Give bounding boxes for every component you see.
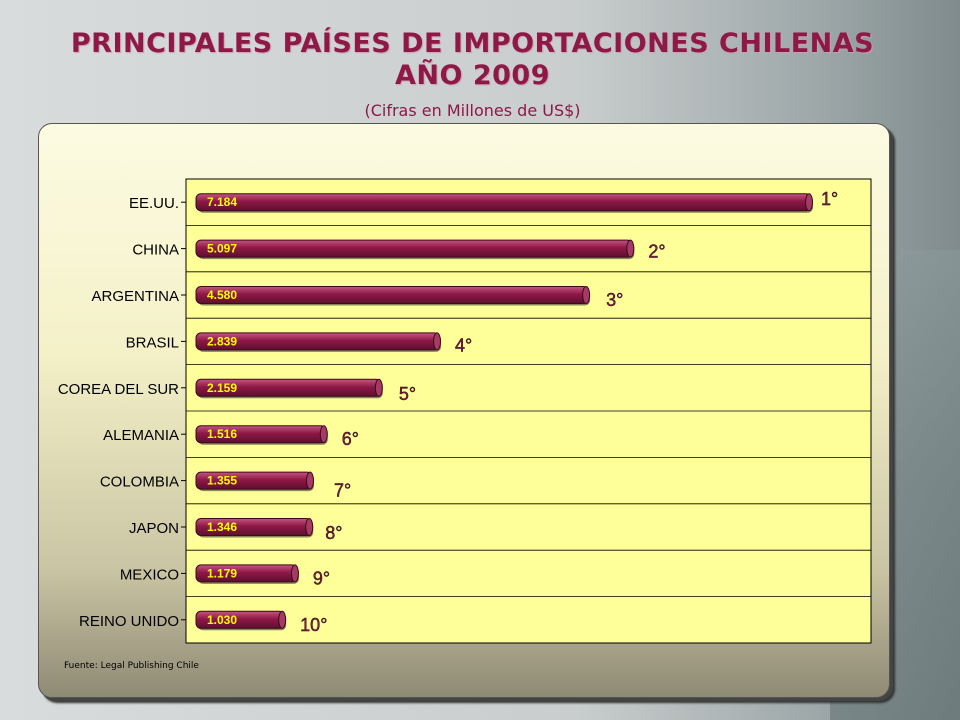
value-label: 2.159 bbox=[207, 381, 237, 395]
rank-label: 3° bbox=[606, 290, 623, 310]
value-label: 7.184 bbox=[207, 195, 237, 209]
rank-label: 4° bbox=[455, 335, 472, 355]
rank-label: 6° bbox=[342, 429, 359, 449]
bar bbox=[195, 193, 812, 212]
bar-cap bbox=[374, 378, 383, 397]
bar-cap bbox=[290, 564, 299, 583]
bar-cap bbox=[433, 332, 442, 351]
category-label: COREA DEL SUR bbox=[58, 381, 179, 398]
value-label: 2.839 bbox=[207, 334, 237, 348]
category-label: CHINA bbox=[132, 242, 179, 259]
bar bbox=[195, 286, 589, 304]
rank-label: 5° bbox=[399, 384, 416, 404]
category-label: ARGENTINA bbox=[91, 288, 179, 305]
rank-label: 1° bbox=[821, 189, 838, 209]
rank-label: 8° bbox=[325, 523, 342, 543]
chart-title: PRINCIPALES PAÍSES DE IMPORTACIONES CHIL… bbox=[70, 28, 875, 59]
bar-cap bbox=[305, 471, 314, 490]
rank-label: 10° bbox=[300, 615, 327, 635]
category-label: REINO UNIDO bbox=[79, 613, 179, 630]
category-label: BRASIL bbox=[126, 334, 179, 351]
value-label: 1.179 bbox=[207, 566, 237, 580]
category-label: ALEMANIA bbox=[103, 427, 179, 444]
value-label: 5.097 bbox=[207, 242, 237, 256]
bar-cap bbox=[626, 239, 635, 258]
bar bbox=[195, 239, 633, 258]
bar-cap bbox=[305, 518, 314, 536]
rank-label: 7° bbox=[334, 481, 351, 501]
value-label: 1.030 bbox=[207, 613, 237, 627]
value-label: 1.355 bbox=[207, 474, 237, 488]
category-label: JAPON bbox=[129, 520, 179, 537]
bar-cap bbox=[805, 193, 813, 212]
bar-cap bbox=[582, 286, 591, 304]
bar-cap bbox=[278, 610, 287, 629]
category-label: MEXICO bbox=[120, 566, 179, 583]
rank-label: 9° bbox=[313, 568, 330, 588]
value-label: 1.516 bbox=[207, 427, 237, 441]
rank-label: 2° bbox=[648, 242, 665, 262]
bar-cap bbox=[319, 425, 328, 444]
category-label: COLOMBIA bbox=[100, 474, 179, 491]
value-label: 4.580 bbox=[207, 288, 237, 302]
value-label: 1.346 bbox=[207, 520, 237, 534]
source-note: Fuente: Legal Publishing Chile bbox=[64, 661, 199, 671]
chart-title-year: AÑO 2009 bbox=[395, 60, 550, 91]
chart-subtitle: (Cifras en Millones de US$) bbox=[364, 101, 581, 120]
category-label: EE.UU. bbox=[129, 195, 179, 212]
